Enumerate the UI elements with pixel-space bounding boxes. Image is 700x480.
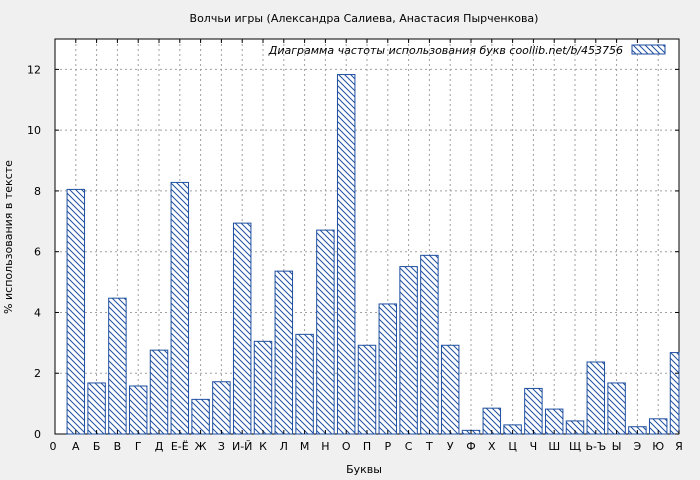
bar-К <box>253 340 273 435</box>
x-tick-label: Щ <box>569 440 581 453</box>
x-tick-label: Ж <box>195 440 207 453</box>
bar-Р <box>378 303 398 435</box>
x-tick-label-start: 0 <box>50 440 57 453</box>
bar-Ь-Ъ <box>586 361 606 435</box>
x-tick-label: У <box>447 440 454 453</box>
y-axis-ticks: 0 2 4 6 8 10 12 <box>27 63 679 441</box>
x-tick-label: О <box>342 440 351 453</box>
bar-Б <box>87 382 106 435</box>
x-tick-label: П <box>363 440 371 453</box>
x-tick-label: З <box>218 440 225 453</box>
legend-swatch <box>631 44 666 55</box>
x-tick-label: К <box>259 440 267 453</box>
bar-П <box>357 344 377 435</box>
x-tick-label: Т <box>425 440 433 453</box>
x-tick-label: Р <box>384 440 391 453</box>
bars <box>66 74 680 435</box>
bar-У <box>440 344 460 435</box>
x-axis-label: Буквы <box>346 463 382 476</box>
bar-Л <box>274 270 294 435</box>
x-tick-label: Г <box>135 440 142 453</box>
x-tick-label: В <box>114 440 122 453</box>
y-tick-label: 6 <box>34 246 41 259</box>
y-tick-label: 8 <box>34 185 41 198</box>
x-tick-label: Б <box>93 440 101 453</box>
bar-Ы <box>607 382 626 435</box>
x-tick-label: Ц <box>508 440 517 453</box>
x-tick-label: Д <box>155 440 164 453</box>
bar-О <box>336 74 356 435</box>
x-tick-label: А <box>72 440 80 453</box>
x-tick-label: Ь-Ъ <box>585 440 606 453</box>
x-tick-label: Ф <box>466 440 475 453</box>
x-tick-label: Л <box>280 440 288 453</box>
x-tick-label: Ю <box>652 440 664 453</box>
x-tick-label: Ш <box>548 440 560 453</box>
x-tick-label: М <box>300 440 310 453</box>
bar-Ж <box>191 398 210 435</box>
bar-Я <box>669 352 680 435</box>
legend: Диаграмма частоты использования букв coo… <box>268 44 666 57</box>
x-tick-label: Ч <box>530 440 538 453</box>
y-tick-label: 2 <box>34 367 41 380</box>
bar-Ч <box>524 387 543 435</box>
y-tick-label: 12 <box>27 63 41 76</box>
bar-С <box>399 266 418 435</box>
x-tick-label: Э <box>634 440 642 453</box>
x-tick-label: Х <box>488 440 496 453</box>
y-tick-label: 0 <box>34 428 41 441</box>
x-tick-label: Я <box>675 440 683 453</box>
bar-Д <box>149 349 169 435</box>
y-tick-label: 4 <box>34 306 41 319</box>
x-tick-label: Н <box>321 440 329 453</box>
bar-Н <box>316 229 335 435</box>
x-tick-label: Ы <box>612 440 622 453</box>
bar-И-Й <box>232 222 252 435</box>
x-tick-label: И-Й <box>232 440 252 453</box>
bar-А <box>66 188 86 435</box>
y-axis-label: % использования в тексте <box>2 160 15 314</box>
bar-Т <box>420 254 439 435</box>
bar-М <box>295 333 314 435</box>
legend-label: Диаграмма частоты использования букв coo… <box>268 44 623 57</box>
x-tick-label: С <box>405 440 413 453</box>
bar-Г <box>128 385 148 435</box>
bar-Е-Ё <box>170 181 190 435</box>
bar-З <box>212 381 231 435</box>
x-axis-ticks: 0 А Б В Г Д Е-Ё Ж З И-Й К Л М Н О П Р С Т У Ф Х Ц Ч Ш Щ Ь-Ъ Ы Э Ю Я <box>50 39 683 453</box>
chart-title: Волчьи игры (Александра Салиева, Анастас… <box>190 12 539 25</box>
y-tick-label: 10 <box>27 124 41 137</box>
bar-В <box>108 297 127 435</box>
x-tick-label: Е-Ё <box>171 440 189 453</box>
